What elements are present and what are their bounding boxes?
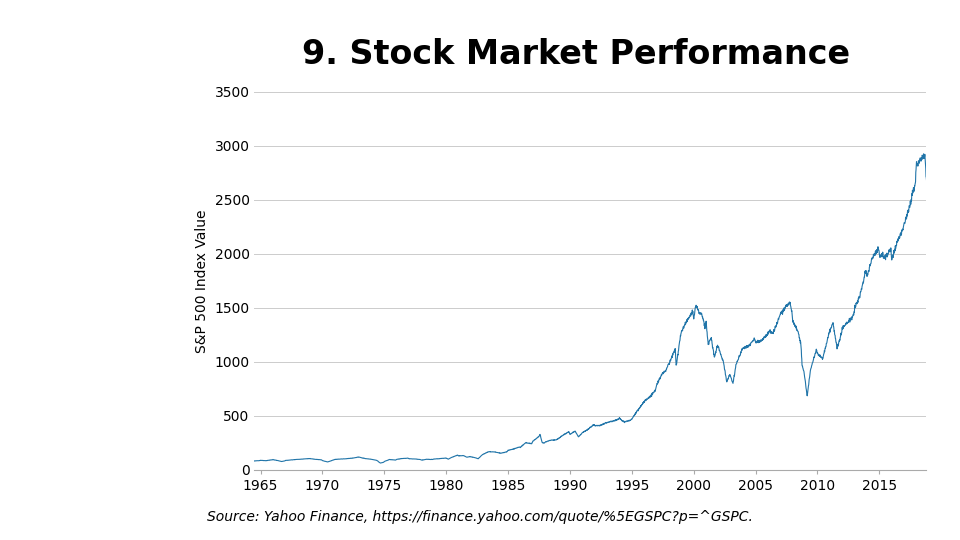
Text: 9. Stock Market Performance: 9. Stock Market Performance xyxy=(302,38,850,71)
Text: Source: Yahoo Finance, https://finance.yahoo.com/quote/%5EGSPC?p=^GSPC.: Source: Yahoo Finance, https://finance.y… xyxy=(207,510,753,524)
Y-axis label: S&P 500 Index Value: S&P 500 Index Value xyxy=(195,209,209,353)
